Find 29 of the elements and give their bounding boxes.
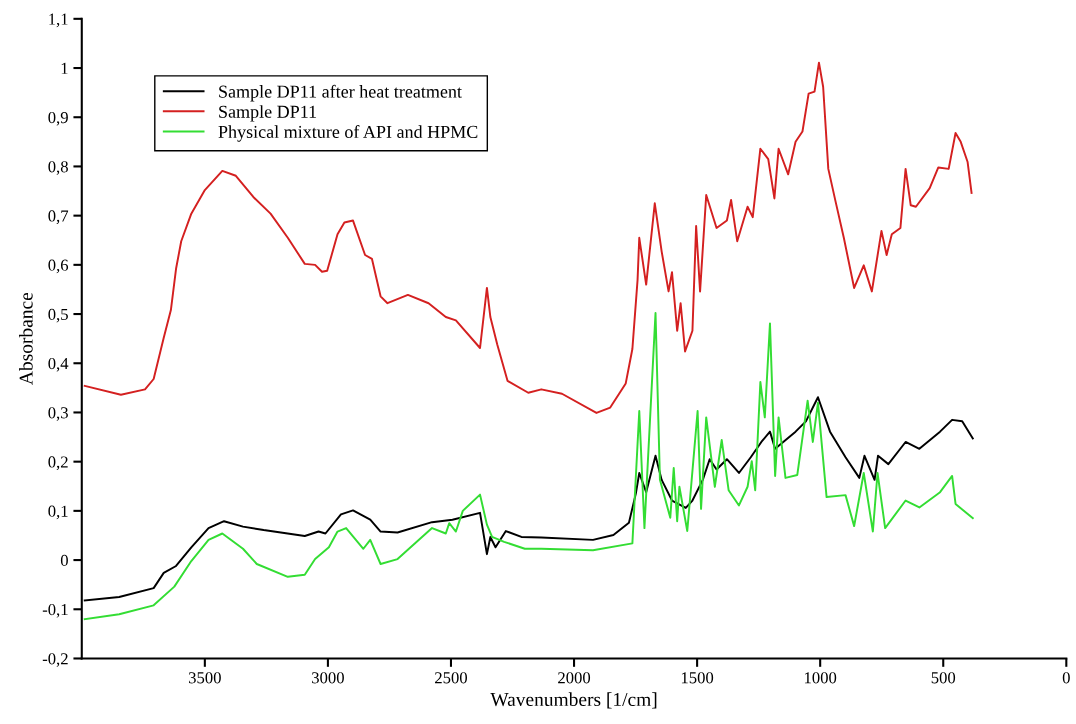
y-tick-label: 0,5 [48, 308, 68, 323]
x-axis-title: Wavenumbers [1/cm] [490, 692, 657, 709]
x-tick-label: 3500 [188, 672, 221, 684]
y-tick-label: 1,1 [49, 13, 68, 28]
legend-label: Sample DP11 after heat treatment [219, 84, 462, 102]
x-tick-label: 0 [1062, 672, 1070, 684]
x-tick-label: 1500 [681, 672, 714, 684]
y-tick-label: -0,1 [42, 603, 68, 618]
y-tick-label: 0,9 [48, 111, 68, 126]
x-tick-label: 2500 [435, 672, 468, 684]
y-tick-label: 0,8 [48, 161, 68, 175]
line-series [83, 61, 973, 414]
y-tick-label: 0,2 [48, 456, 68, 471]
y-tick-label: -0,2 [42, 653, 68, 667]
x-tick-label: 500 [931, 672, 956, 684]
y-tick-label: 0,6 [48, 259, 69, 274]
y-tick-label: 0,7 [48, 210, 69, 224]
y-tick-label: 0,4 [48, 357, 69, 372]
legend-label: Sample DP11 [219, 105, 317, 122]
x-tick-label: 3000 [312, 672, 344, 684]
legend-label: Physical mixture of API and HPMC [218, 125, 478, 142]
y-tick-label: 0,1 [48, 505, 68, 520]
y-tick-label: 0 [60, 554, 68, 567]
line-series [83, 312, 974, 621]
y-tick-label: 0,3 [48, 407, 68, 421]
y-axis-title: Absorbance [19, 292, 33, 385]
x-tick-label: 2000 [558, 672, 591, 684]
x-tick-label: 1000 [804, 672, 837, 684]
y-tick-label: 1 [61, 62, 68, 74]
